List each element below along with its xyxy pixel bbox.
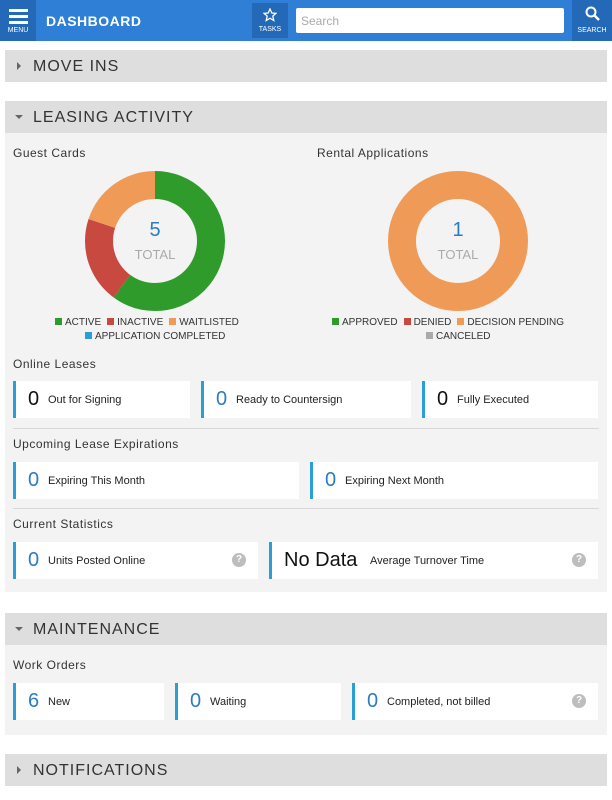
legend-item: APPLICATION COMPLETED [85,331,225,342]
legend-label: CANCELED [436,331,491,342]
stat-tile[interactable]: 0 Ready to Countersign [201,381,411,418]
stat-tile[interactable]: 0 Fully Executed [422,381,598,418]
page-title: DASHBOARD [46,13,142,29]
menu-button[interactable]: MENU [0,0,36,41]
legend-swatch [426,332,433,339]
legend-swatch [332,318,339,325]
legend-swatch [107,318,115,325]
search-button[interactable]: SEARCH [572,0,612,41]
tile-label: Units Posted Online [48,555,146,567]
legend-label: INACTIVE [117,317,164,328]
tile-value: 0 [367,690,379,712]
chart-title: Rental Applications [317,146,429,160]
tile-label: Expiring Next Month [345,475,445,487]
tile-value: 0 [325,469,337,491]
tile-value: 0 [216,388,228,410]
stat-tile[interactable]: 0 Waiting [175,683,341,720]
tile-label: Average Turnover Time [370,555,485,567]
legend-label: APPROVED [342,317,398,328]
tile-value: 0 [28,549,40,571]
stat-tile[interactable]: 0 Completed, not billed? [352,683,598,720]
legend-swatch [85,332,92,339]
group-title: Work Orders [13,658,87,672]
section-title: LEASING ACTIVITY [33,109,194,126]
separator [13,428,599,429]
stat-tile[interactable]: 0 Out for Signing [13,381,190,418]
donut-segment [85,171,225,311]
legend-label: DECISION PENDING [467,317,565,328]
tile-label: Ready to Countersign [236,394,343,406]
section-header[interactable]: NOTIFICATIONS [5,754,607,786]
donut-total: 1 [452,219,463,241]
legend-label: WAITLISTED [179,317,239,328]
legend-label: DENIED [413,317,452,328]
stat-tile[interactable]: 0 Expiring This Month [13,462,299,499]
tile-value: 0 [190,690,202,712]
group-title: Upcoming Lease Expirations [13,437,179,451]
tile-label: Out for Signing [48,394,122,406]
help-icon: ? [572,694,586,708]
help-icon: ? [232,553,246,567]
legend: CANCELED [426,331,496,342]
tile-value: No Data [284,549,358,571]
tile-label: Expiring This Month [48,475,146,487]
group-title: Current Statistics [13,517,114,531]
separator [13,508,599,509]
legend-item: DECISION PENDING [457,317,564,328]
legend-swatch [169,318,177,325]
legend-swatch [457,318,465,325]
stat-tile[interactable]: 6 New [13,683,164,720]
stat-tile[interactable]: No Data Average Turnover Time? [269,542,598,579]
help-icon: ? [572,553,586,567]
menu-label: MENU [7,27,29,34]
section-header[interactable]: MAINTENANCE [5,613,607,645]
star-icon [263,8,277,22]
search-label: SEARCH [577,27,607,34]
legend-swatch [55,318,62,325]
donut-segment [388,171,528,311]
legend-swatch [403,318,411,325]
tile-value: 0 [437,388,449,410]
donut-charts: 5 TOTAL 1 TOTAL [85,171,528,311]
header: MENU DASHBOARD TASKS Search SEARCH [0,0,612,41]
chart-title: Guest Cards [13,146,86,160]
legend-label: ACTIVE [65,317,102,328]
legend-item: INACTIVE [107,317,163,328]
donut-total-label: TOTAL [135,247,176,262]
donut-total-label: TOTAL [438,247,479,262]
stat-tile[interactable]: 0 Units Posted Online? [13,542,258,579]
section-header[interactable]: MOVE INS [5,50,607,82]
legend: ACTIVE INACTIVE WAITLISTED [55,317,245,328]
search-icon [585,6,600,21]
stat-tile[interactable]: 0 Expiring Next Month [310,462,598,499]
group-title: Online Leases [13,357,97,371]
section-title: NOTIFICATIONS [33,762,169,779]
tile-label: Completed, not billed [387,696,491,708]
tile-value: 6 [28,690,40,712]
search-input[interactable]: Search [296,8,564,33]
tile-value: 0 [28,469,40,491]
tile-label: Fully Executed [457,394,530,406]
tasks-button[interactable]: TASKS [252,3,288,38]
legend: APPROVED DENIED DECISION PENDING [332,317,570,328]
section-header[interactable]: LEASING ACTIVITY [5,101,607,133]
donut-segment [85,171,225,311]
legend: APPLICATION COMPLETED [85,331,231,342]
legend-item: WAITLISTED [169,317,239,328]
tile-label: New [48,696,71,708]
section-title: MOVE INS [33,58,120,75]
tile-label: Waiting [210,696,247,708]
tasks-label: TASKS [258,26,282,33]
section-title: MAINTENANCE [33,621,161,638]
donut-total: 5 [149,219,160,241]
legend-label: APPLICATION COMPLETED [95,331,226,342]
legend-item: ACTIVE [55,317,101,328]
tile-value: 0 [28,388,40,410]
search-placeholder: Search [301,14,340,28]
legend-item: DENIED [403,317,452,328]
legend-item: CANCELED [426,331,490,342]
legend-item: APPROVED [332,317,398,328]
